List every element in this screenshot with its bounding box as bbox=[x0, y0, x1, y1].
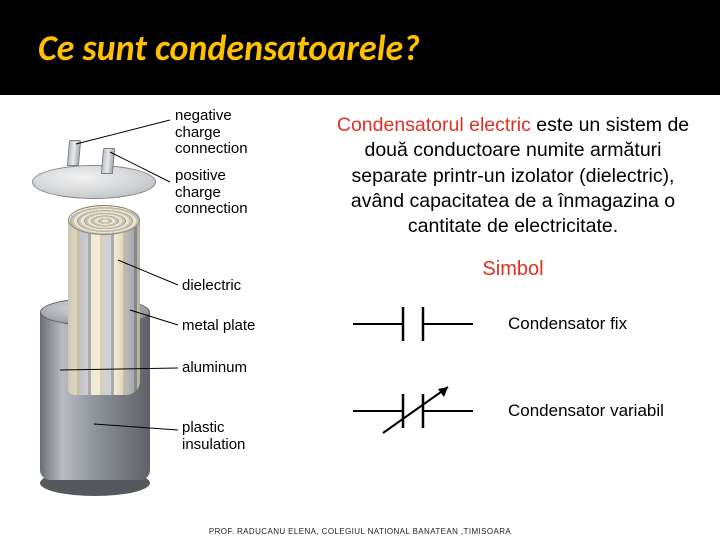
symbols-block: Condensator fix Condensator variabil bbox=[330, 299, 696, 441]
footer-credit: PROF. RADUCANU ELENA, COLEGIUL NATIONAL … bbox=[0, 527, 720, 536]
symbol-fixed-row: Condensator fix bbox=[348, 299, 678, 349]
symbol-fixed-label: Condensator fix bbox=[508, 314, 678, 334]
text-column: Condensatorul electric este un sistem de… bbox=[320, 95, 720, 525]
definition-paragraph: Condensatorul electric este un sistem de… bbox=[330, 113, 696, 240]
symbol-variable-icon bbox=[348, 381, 478, 441]
label-plastic: plastic insulation bbox=[182, 420, 245, 453]
label-aluminum: aluminum bbox=[182, 360, 247, 377]
symbol-heading: Simbol bbox=[330, 258, 696, 281]
capacitor-diagram: negative charge connection positive char… bbox=[10, 110, 310, 510]
label-dielectric: dielectric bbox=[182, 278, 241, 295]
slide-title: Ce sunt condensatoarele? bbox=[38, 26, 420, 70]
title-bar: Ce sunt condensatoarele? bbox=[0, 0, 720, 95]
definition-term: Condensatorul electric bbox=[337, 114, 531, 136]
label-negative: negative charge connection bbox=[175, 108, 248, 158]
diagram-column: negative charge connection positive char… bbox=[0, 95, 320, 525]
label-metal-plate: metal plate bbox=[182, 318, 255, 335]
label-positive: positive charge connection bbox=[175, 168, 248, 218]
pointer-lines bbox=[10, 110, 310, 510]
symbol-variable-label: Condensator variabil bbox=[508, 401, 678, 421]
symbol-variable-row: Condensator variabil bbox=[348, 381, 678, 441]
symbol-fixed-icon bbox=[348, 299, 478, 349]
content-area: negative charge connection positive char… bbox=[0, 95, 720, 525]
